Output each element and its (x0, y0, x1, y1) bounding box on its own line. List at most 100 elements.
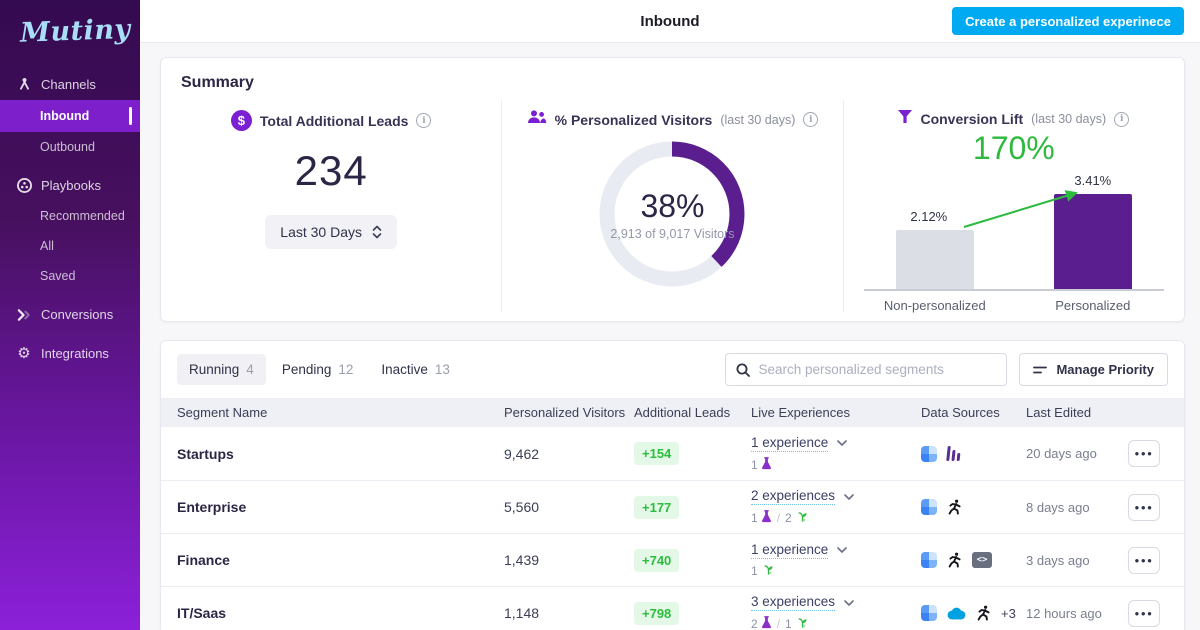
marketo-icon (946, 446, 961, 461)
dollar-icon: $ (230, 110, 252, 131)
data-sources: <> (921, 552, 1026, 568)
channels-icon (16, 77, 32, 92)
donut-arc (599, 141, 745, 287)
code-icon: <> (972, 552, 992, 568)
row-menu-button[interactable]: ●●● (1128, 493, 1160, 521)
chevron-down-icon (837, 440, 848, 446)
column-header: Data Sources (921, 405, 1000, 420)
runner-icon (976, 605, 991, 621)
funnel-icon (898, 110, 913, 128)
table-row[interactable]: Startups 9,462 +154 1 experience 1 20 da… (161, 427, 1184, 480)
flask-stat: 1 (751, 510, 772, 526)
sidebar-item-saved[interactable]: Saved (0, 261, 140, 291)
search-icon (736, 363, 751, 377)
personalized-visitors-value: 1,148 (504, 605, 540, 621)
gear-icon: ⚙ (17, 345, 31, 362)
chevron-down-icon (844, 599, 854, 606)
column-header: Last Edited (1026, 405, 1092, 420)
sidebar-item-all[interactable]: All (0, 231, 140, 261)
experiences-link[interactable]: 1 experience (751, 541, 829, 559)
sidebar-item-channels[interactable]: Channels (0, 69, 140, 100)
flask-icon (761, 456, 772, 473)
growth-stat: 1 (751, 564, 773, 579)
row-menu-button[interactable]: ●●● (1128, 440, 1160, 467)
segment-name: Finance (177, 552, 230, 568)
growth-stat: 1 (785, 617, 807, 630)
date-range-select[interactable]: Last 30 Days (265, 215, 398, 249)
manage-priority-label: Manage Priority (1056, 362, 1154, 377)
sidebar-item-playbooks[interactable]: Playbooks (0, 170, 140, 201)
sidebar-item-inbound[interactable]: Inbound (0, 100, 140, 132)
extra-sources-count: +3 (1001, 605, 1016, 621)
tab-running[interactable]: Running 4 (177, 354, 266, 385)
segments-toolbar: Running 4 Pending 12 Inactive 13 (161, 341, 1184, 398)
manage-priority-button[interactable]: Manage Priority (1019, 353, 1168, 386)
sidebar-item-outbound[interactable]: Outbound (0, 132, 140, 162)
tab-label: Pending (281, 362, 332, 377)
experiences-link[interactable]: 1 experience (751, 434, 829, 452)
table-row[interactable]: Enterprise 5,560 +177 2 experiences 1/2 … (161, 480, 1184, 533)
row-menu-button[interactable]: ●●● (1128, 546, 1160, 574)
mutiny-logo[interactable]: Mutiny (19, 13, 132, 49)
sidebar-item-conversions[interactable]: Conversions (0, 299, 140, 330)
experiences-link[interactable]: 2 experiences (751, 488, 836, 505)
metric-label: Conversion Lift (920, 111, 1024, 127)
bar-label-non-personalized: Non-personalized (883, 298, 986, 313)
clearbit-icon (921, 605, 937, 621)
additional-leads-badge: +798 (634, 601, 680, 625)
donut-subtext: 2,913 of 9,017 Visitors (610, 226, 735, 241)
last-edited: 3 days ago (1026, 552, 1090, 568)
personalized-visitors-value: 1,439 (504, 552, 540, 568)
sidebar-item-recommended[interactable]: Recommended (0, 201, 140, 231)
clearbit-icon (921, 499, 937, 515)
conversion-lift-chart: 2.12% 3.41% Non-personalized Personalize… (863, 167, 1164, 317)
metric-personalized-visitors: % Personalized Visitors (last 30 days) i… (501, 100, 842, 312)
sidebar-item-label: Integrations (41, 346, 109, 361)
salesforce-icon (947, 607, 966, 620)
column-header: Segment Name (177, 405, 268, 420)
tab-label: Inactive (381, 362, 428, 377)
create-experience-button[interactable]: Create a personalized experinece (952, 7, 1184, 35)
sidebar-item-label: Conversions (41, 307, 114, 322)
tab-pending[interactable]: Pending 12 (270, 354, 366, 385)
sidebar-item-label: Inbound (40, 109, 90, 123)
experience-stats: 1 / 2 (751, 510, 921, 526)
tab-inactive[interactable]: Inactive 13 (369, 354, 462, 385)
sidebar-item-label: Playbooks (41, 178, 101, 193)
data-sources (921, 445, 1026, 462)
experiences-link[interactable]: 3 experiences (751, 594, 836, 611)
table-row[interactable]: IT/Saas 1,148 +798 3 experiences 2/1 +3 … (161, 586, 1184, 630)
sidebar-item-integrations[interactable]: ⚙ Integrations (0, 338, 140, 369)
chart-baseline (863, 289, 1164, 291)
segment-name: Startups (177, 445, 234, 462)
metric-range-note: (last 30 days) (1031, 112, 1107, 126)
last-edited: 8 days ago (1026, 499, 1090, 515)
additional-leads-badge: +177 (634, 495, 680, 519)
chevron-down-icon (837, 547, 848, 553)
table-row[interactable]: Finance 1,439 +740 1 experience 1 <> 3 d… (161, 533, 1184, 586)
additional-leads-badge: +154 (634, 442, 680, 465)
row-menu-button[interactable]: ●●● (1128, 599, 1160, 627)
donut-percent: 38% (640, 187, 705, 224)
flask-icon (761, 616, 772, 630)
sidebar: Mutiny Channels Inbound Outbound Playboo… (0, 0, 140, 630)
tab-label: Running (189, 362, 240, 377)
table-header: Segment Name Personalized Visitors Addit… (161, 398, 1184, 427)
summary-card: Summary $ Total Additional Leads i 234 L… (160, 57, 1185, 322)
data-sources: +3 (921, 605, 1026, 621)
info-icon[interactable]: i (803, 112, 819, 127)
info-icon[interactable]: i (416, 113, 432, 128)
sidebar-item-label: Saved (40, 269, 76, 283)
bar-non-personalized (895, 230, 974, 289)
runner-icon (947, 552, 962, 568)
total-leads-value: 234 (294, 147, 368, 194)
stat-separator: / (776, 511, 781, 525)
search-input[interactable] (758, 362, 997, 377)
playbooks-icon (16, 178, 32, 193)
growth-icon (795, 617, 807, 630)
info-icon[interactable]: i (1114, 111, 1130, 127)
column-header: Additional Leads (634, 405, 731, 420)
table-body: Startups 9,462 +154 1 experience 1 20 da… (161, 427, 1184, 630)
segment-search[interactable] (725, 353, 1008, 386)
